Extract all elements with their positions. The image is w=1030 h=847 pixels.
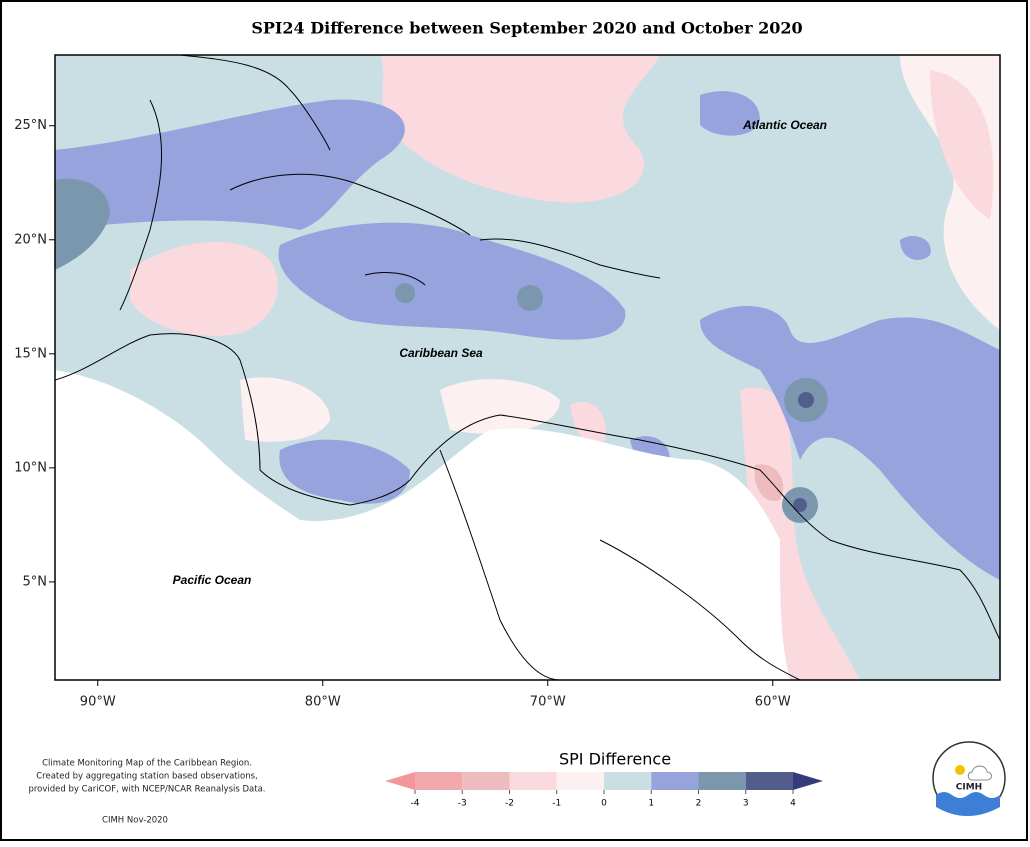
y-tick-label: 15°N <box>14 346 47 361</box>
legend-swatch <box>651 772 699 790</box>
map-title: SPI24 Difference between September 2020 … <box>251 19 802 38</box>
legend-swatch <box>462 772 510 790</box>
logo: CIMH <box>932 741 1006 816</box>
map-field <box>55 55 1000 680</box>
x-tick-label: 70°W <box>530 695 566 710</box>
logo-text: CIMH <box>956 783 982 793</box>
x-tick-label: 80°W <box>305 695 341 710</box>
ocean-label: Pacific Ocean <box>173 573 252 587</box>
legend-title: SPI Difference <box>559 750 671 769</box>
credit-line: Created by aggregating station based obs… <box>36 772 258 782</box>
axes: 90°W 80°W 70°W 60°W 5°N 10°N 15°N 20°N 25°N <box>14 118 791 709</box>
map-border <box>54 54 1001 681</box>
x-tick-label: 60°W <box>755 695 791 710</box>
legend-arrow <box>793 772 823 790</box>
legend-swatch <box>509 772 557 790</box>
legend-swatch <box>556 772 604 790</box>
legend-tick-label: 4 <box>790 799 796 809</box>
legend-tick-label: -4 <box>411 799 420 809</box>
ocean-label: Atlantic Ocean <box>742 118 827 132</box>
y-tick-label: 5°N <box>23 574 48 589</box>
y-tick-label: 20°N <box>14 232 47 247</box>
legend-swatch <box>745 772 793 790</box>
credit-line: provided by CariCOF, with NCEP/NCAR Rean… <box>28 785 265 795</box>
legend-tick-label: -3 <box>458 799 467 809</box>
legend: SPI Difference -4 -3 -2 -1 0 1 2 3 4 <box>385 750 823 809</box>
legend-swatch <box>698 772 746 790</box>
legend-tick-label: 3 <box>743 799 749 809</box>
y-tick-label: 25°N <box>14 118 47 133</box>
legend-tick-label: 0 <box>601 799 607 809</box>
legend-swatch <box>604 772 652 790</box>
credit-date: CIMH Nov-2020 <box>102 816 168 826</box>
x-tick-label: 90°W <box>80 695 116 710</box>
legend-tick-label: 1 <box>648 799 654 809</box>
credit-line: Climate Monitoring Map of the Caribbean … <box>42 759 252 769</box>
legend-tick-label: 2 <box>696 799 702 809</box>
sea-label: Caribbean Sea <box>399 346 483 360</box>
legend-swatch <box>415 772 463 790</box>
y-tick-label: 10°N <box>14 460 47 475</box>
legend-tick-label: -1 <box>552 799 561 809</box>
legend-tick-label: -2 <box>505 799 514 809</box>
legend-arrow <box>385 772 415 790</box>
